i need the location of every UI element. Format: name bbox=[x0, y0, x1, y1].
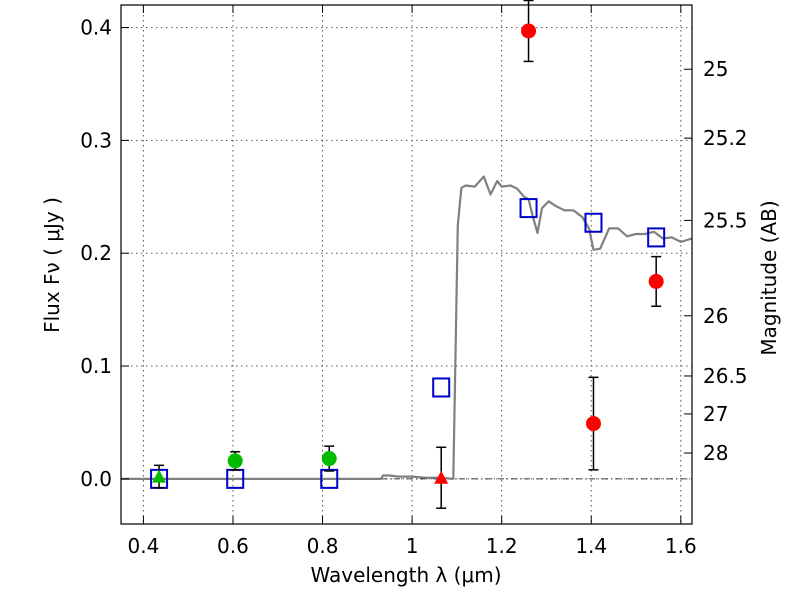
y-tick-label: 0.0 bbox=[80, 467, 112, 491]
model-flux-square bbox=[647, 227, 666, 248]
y-axis-label: Flux Fν ( μJy ) bbox=[40, 197, 64, 333]
model-spectrum-line bbox=[121, 175, 693, 480]
y2-axis-label: Magnitude (AB) bbox=[757, 200, 781, 355]
observed-flux-point bbox=[521, 23, 537, 39]
x-tick-label: 0.8 bbox=[307, 534, 339, 558]
y2-tick-label: 26 bbox=[703, 304, 728, 328]
y2-tick-label: 25.5 bbox=[703, 208, 748, 232]
model-flux-square bbox=[432, 377, 451, 398]
upper-limit-triangle bbox=[152, 469, 167, 483]
x-tick-label: 1 bbox=[406, 534, 419, 558]
y2-tick-label: 26.5 bbox=[703, 364, 748, 388]
grid-lines bbox=[121, 5, 692, 524]
observed-flux-point bbox=[227, 453, 243, 469]
x-tick-label: 0.4 bbox=[127, 534, 159, 558]
y-tick-label: 0.2 bbox=[80, 241, 112, 265]
x-axis-label: Wavelength λ (μm) bbox=[310, 563, 501, 587]
plot-frame bbox=[120, 4, 693, 525]
upper-limit-triangle bbox=[434, 470, 449, 484]
observed-flux-point bbox=[648, 273, 664, 289]
y2-tick-label: 27 bbox=[703, 402, 728, 426]
x-tick-label: 1.6 bbox=[665, 534, 697, 558]
y-tick-label: 0.3 bbox=[80, 128, 112, 152]
x-tick-label: 1.4 bbox=[575, 534, 607, 558]
y2-tick-label: 25 bbox=[703, 57, 728, 81]
ticks: 0.4 0.6 0.8 1 1.2 1.4 1.6 0.0 0.1 0.2 0.3 0.4 25 25.2… bbox=[80, 5, 748, 558]
y2-tick-label: 25.2 bbox=[703, 126, 748, 150]
y-tick-label: 0.4 bbox=[80, 16, 112, 40]
data-layer bbox=[121, 0, 693, 509]
y-tick-label: 0.1 bbox=[80, 354, 112, 378]
plot-background bbox=[121, 5, 692, 524]
observed-flux-point bbox=[585, 416, 601, 432]
model-flux-square bbox=[584, 212, 603, 233]
x-tick-label: 1.2 bbox=[486, 534, 518, 558]
y2-tick-label: 28 bbox=[703, 441, 728, 465]
model-flux-square bbox=[519, 198, 538, 219]
observed-flux-point bbox=[321, 451, 337, 467]
x-tick-label: 0.6 bbox=[217, 534, 249, 558]
